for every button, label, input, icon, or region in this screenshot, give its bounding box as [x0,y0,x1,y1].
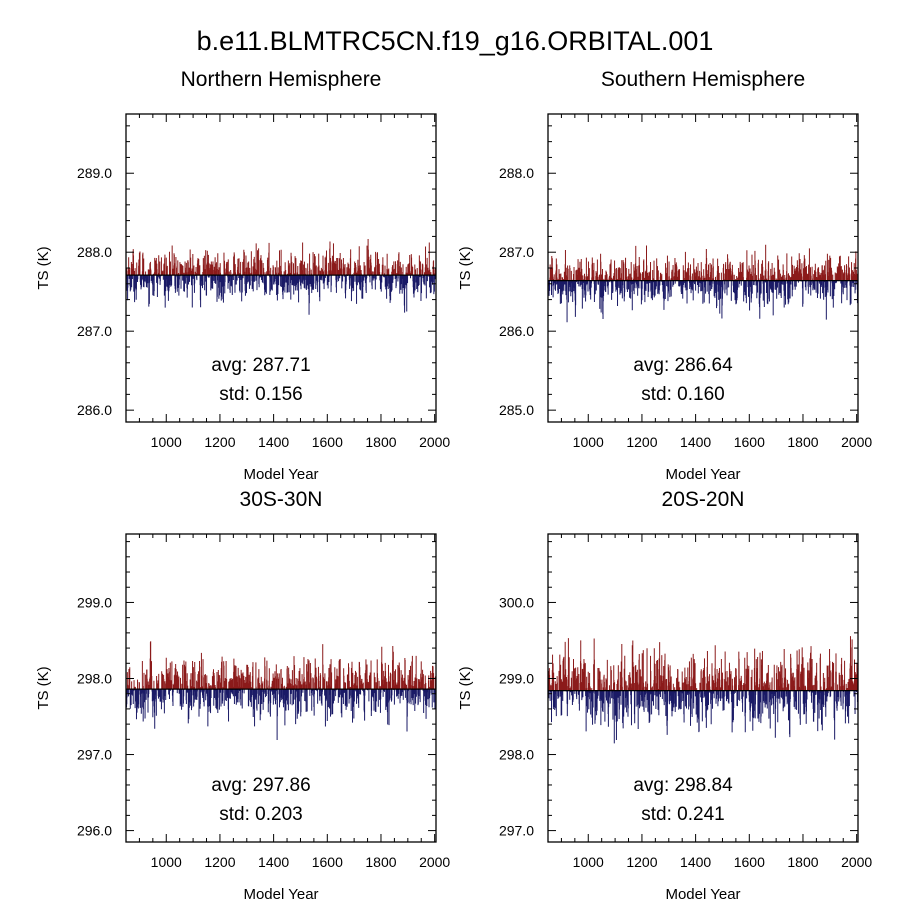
panel-title: Northern Hemisphere [181,68,382,91]
series-annual-ts [547,636,859,744]
x-tick-label: 2000 [419,854,450,870]
plot-frame [547,533,859,843]
y-tick-label: 287.0 [77,323,112,339]
x-tick-label: 1600 [734,854,765,870]
x-tick-label: 1000 [151,434,182,450]
avg-annotation: avg: 287.71 [211,355,310,376]
x-tick-label: 2000 [841,434,872,450]
std-annotation: std: 0.160 [641,384,724,405]
x-tick-label: 1600 [734,434,765,450]
x-tick-label: 1200 [204,434,235,450]
avg-annotation: avg: 298.84 [633,775,733,796]
figure-title: b.e11.BLMTRC5CN.f19_g16.ORBITAL.001 [197,26,714,56]
x-tick-label: 1800 [365,434,396,450]
anomaly-above-mean [547,244,858,281]
panel-2: Southern Hemisphere 1000 1200 1400 1600 1800 2… [457,68,872,483]
x-tick-label: 1600 [312,434,343,450]
std-annotation: std: 0.156 [219,384,302,405]
x-tick-label: 1800 [365,854,396,870]
x-tick-label: 1200 [626,434,657,450]
y-tick-label: 286.0 [77,402,112,418]
anomaly-below-mean [125,689,437,740]
y-tick-label: 297.0 [499,823,534,839]
panel-title: 30S-30N [240,488,323,511]
x-axis-label: Model Year [243,886,318,903]
y-axis-label: TS (K) [35,666,52,709]
panel-title: Southern Hemisphere [601,68,805,91]
y-tick-label: 289.0 [77,165,112,181]
std-annotation: std: 0.203 [219,804,302,825]
anomaly-below-mean [547,280,859,323]
anomaly-above-mean [126,641,436,690]
x-tick-label: 1800 [787,434,818,450]
y-tick-label: 288.0 [499,165,534,181]
y-tick-label: 297.0 [77,747,112,763]
x-tick-label: 1000 [151,854,182,870]
x-tick-label: 1400 [680,854,711,870]
avg-annotation: avg: 286.64 [633,355,733,376]
x-tick-label: 1200 [204,854,235,870]
x-tick-label: 1200 [626,854,657,870]
y-tick-label: 299.0 [77,594,112,610]
panel-1: Northern Hemisphere 1000 1200 1400 1600 1800 2… [35,68,450,483]
y-tick-label: 299.0 [499,670,534,686]
anomaly-above-mean [125,239,437,276]
anomaly-above-mean [547,636,858,691]
panel-3: 30S-30N 1000 1200 1400 1600 1800 2000 296.0 297.… [35,488,450,903]
x-axis-label: Model Year [243,466,318,483]
y-axis-label: TS (K) [457,246,474,289]
y-tick-label: 286.0 [499,323,534,339]
y-tick-label: 298.0 [77,670,112,686]
series-annual-ts [125,641,437,740]
x-tick-label: 2000 [841,854,872,870]
x-tick-label: 1400 [258,434,289,450]
plot-frame [125,533,437,843]
x-tick-label: 2000 [419,434,450,450]
panel-title: 20S-20N [662,488,745,511]
x-axis-label: Model Year [665,466,740,483]
x-tick-label: 1800 [787,854,818,870]
y-axis-label: TS (K) [35,246,52,289]
x-axis-label: Model Year [665,886,740,903]
y-tick-label: 285.0 [499,402,534,418]
x-tick-label: 1000 [573,854,604,870]
panel-4: 20S-20N 1000 1200 1400 1600 1800 2000 297.0 298.… [457,488,872,903]
series-annual-ts [547,244,859,323]
y-tick-label: 296.0 [77,823,112,839]
anomaly-below-mean [125,275,437,315]
std-annotation: std: 0.241 [641,804,724,825]
x-tick-label: 1000 [573,434,604,450]
x-tick-label: 1400 [680,434,711,450]
avg-annotation: avg: 297.86 [211,775,310,796]
anomaly-below-mean [548,690,859,744]
x-tick-label: 1600 [312,854,343,870]
y-tick-label: 298.0 [499,747,534,763]
series-annual-ts [125,239,437,315]
y-tick-label: 288.0 [77,244,112,260]
x-tick-label: 1400 [258,854,289,870]
y-tick-label: 287.0 [499,244,534,260]
y-axis-label: TS (K) [457,666,474,709]
y-tick-label: 300.0 [499,594,534,610]
